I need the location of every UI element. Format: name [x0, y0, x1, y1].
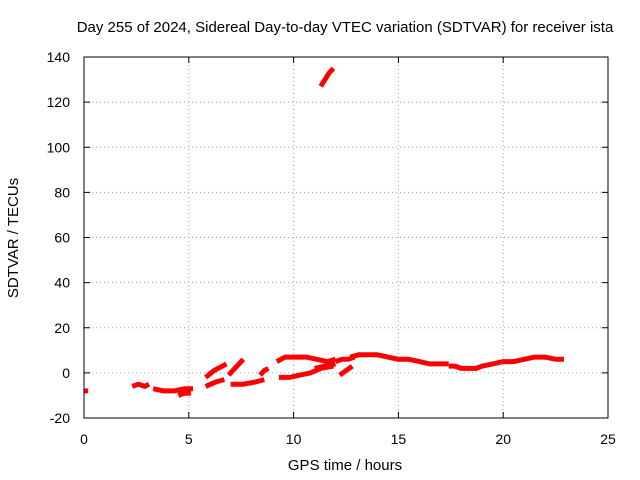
series-line-s7 — [226, 357, 246, 377]
y-tick-label: 20 — [54, 320, 70, 336]
chart-title: Day 255 of 2024, Sidereal Day-to-day VTE… — [77, 19, 614, 36]
y-tick-label: 80 — [54, 184, 70, 200]
y-tick-label: 60 — [54, 230, 70, 246]
plot-frame — [83, 56, 609, 419]
x-tick-label: 10 — [286, 431, 302, 447]
y-axis-label: SDTVAR / TECUs — [5, 178, 22, 298]
series-line-s8 — [230, 377, 265, 387]
series-line-s11 — [275, 354, 337, 365]
series-line-s6 — [204, 361, 228, 380]
series-line-s17 — [448, 354, 564, 371]
ticks: 0 5 10 15 20 25 -20 0 20 40 60 80 100 120 140 — [47, 49, 616, 447]
x-tick-label: 5 — [185, 431, 193, 447]
series-line-s4 — [177, 390, 191, 398]
series-line-s12 — [318, 66, 336, 88]
grid — [84, 57, 608, 418]
y-tick-label: 120 — [47, 94, 71, 110]
y-tick-label: 40 — [54, 275, 70, 291]
series-line-s15 — [338, 364, 354, 378]
y-tick-label: 0 — [62, 365, 70, 381]
series-line-s16 — [349, 352, 449, 367]
y-tick-label: -20 — [50, 410, 70, 426]
series-line-s9 — [258, 366, 270, 377]
series-line-s5 — [204, 377, 226, 389]
x-tick-label: 0 — [80, 431, 88, 447]
series-line-s2 — [131, 381, 151, 389]
x-tick-label: 15 — [391, 431, 407, 447]
series-line-s13 — [314, 361, 337, 371]
x-axis-label: GPS time / hours — [288, 457, 402, 474]
series-group — [84, 66, 564, 398]
series-line-s3 — [152, 386, 193, 394]
y-tick-label: 140 — [47, 49, 71, 65]
y-tick-label: 100 — [47, 139, 71, 155]
x-tick-label: 20 — [495, 431, 511, 447]
x-tick-label: 25 — [600, 431, 616, 447]
